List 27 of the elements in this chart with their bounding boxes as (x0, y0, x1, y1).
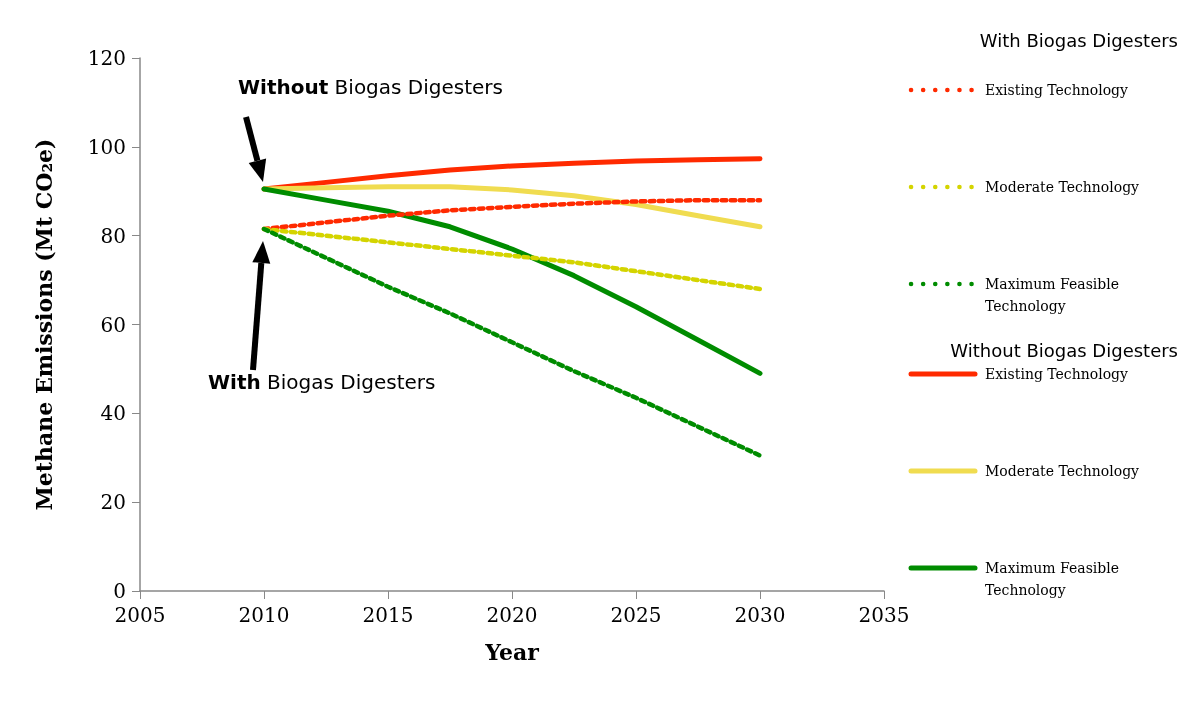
y-tick-label: 0 (113, 579, 126, 603)
x-tick-label: 2020 (486, 603, 538, 627)
y-axis-title: Methane Emissions (Mt CO₂e) (31, 138, 57, 511)
text: With Biogas Digesters (978, 29, 1179, 53)
y-tick-label: 120 (87, 46, 126, 70)
x-tick-label: 2015 (362, 603, 414, 627)
x-tick-label: 2010 (238, 603, 290, 627)
text: Without Biogas Digesters (949, 339, 1179, 363)
y-tick-label: 40 (100, 401, 126, 426)
y-tick-label: 100 (87, 134, 126, 159)
line-series (261, 226, 763, 458)
legend-label: Existing Technology (985, 365, 1128, 384)
legend-label: Maximum Feasible Technology (985, 275, 1121, 316)
legend-label: Moderate Technology (985, 462, 1140, 481)
x-tick-label: 2035 (858, 603, 910, 627)
x-tick-label: 2005 (114, 603, 166, 627)
y-tick-label: 20 (100, 490, 126, 515)
annotation: Without Biogas Digesters (238, 75, 504, 100)
y-tick-label: 80 (100, 223, 126, 248)
legend-label: Moderate Technology (985, 178, 1140, 197)
legend-label: Existing Technology (985, 81, 1128, 100)
x-axis-title: Year (484, 639, 540, 665)
y-tick-label: 60 (100, 312, 126, 337)
legend-label: Maximum Feasible Technology (985, 559, 1121, 600)
x-tick-label: 2030 (734, 603, 786, 627)
x-tick-label: 2025 (610, 603, 662, 627)
annotation: With Biogas Digesters (208, 370, 436, 394)
